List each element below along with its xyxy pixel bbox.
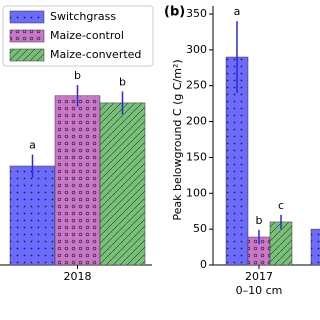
legend-swatch bbox=[9, 48, 45, 62]
x-tick-sublabel: 0–10 cm bbox=[236, 284, 283, 297]
y-tick-label: 100 bbox=[186, 186, 207, 199]
significance-letter: a bbox=[29, 139, 36, 152]
bar bbox=[310, 228, 320, 266]
x-tick-label: 2018 bbox=[64, 270, 92, 283]
y-tick-label: 0 bbox=[200, 258, 207, 271]
y-tick-label: 250 bbox=[186, 79, 207, 92]
y-tick-label: 350 bbox=[186, 7, 207, 20]
bar bbox=[9, 165, 56, 266]
significance-letter: b bbox=[256, 214, 263, 227]
significance-letter: b bbox=[119, 75, 126, 88]
legend-label: Maize-control bbox=[50, 29, 124, 42]
significance-letter: a bbox=[234, 5, 241, 18]
legend-label: Maize-converted bbox=[50, 48, 141, 61]
y-tick-label: 300 bbox=[186, 43, 207, 56]
legend-swatch bbox=[9, 29, 45, 43]
legend-swatch bbox=[9, 10, 45, 24]
bar bbox=[54, 95, 101, 266]
y-tick-label: 50 bbox=[193, 222, 207, 235]
bar bbox=[99, 102, 146, 266]
legend-label: Switchgrass bbox=[50, 10, 116, 23]
y-tick-label: 200 bbox=[186, 115, 207, 128]
significance-letter: b bbox=[74, 69, 81, 82]
panel-label: (b) bbox=[164, 5, 185, 20]
y-tick-label: 150 bbox=[186, 150, 207, 163]
significance-letter: c bbox=[278, 199, 284, 212]
y-axis-label: Peak belowground C (g C/m²) bbox=[171, 59, 184, 220]
x-tick-label: 2017 bbox=[245, 270, 273, 283]
